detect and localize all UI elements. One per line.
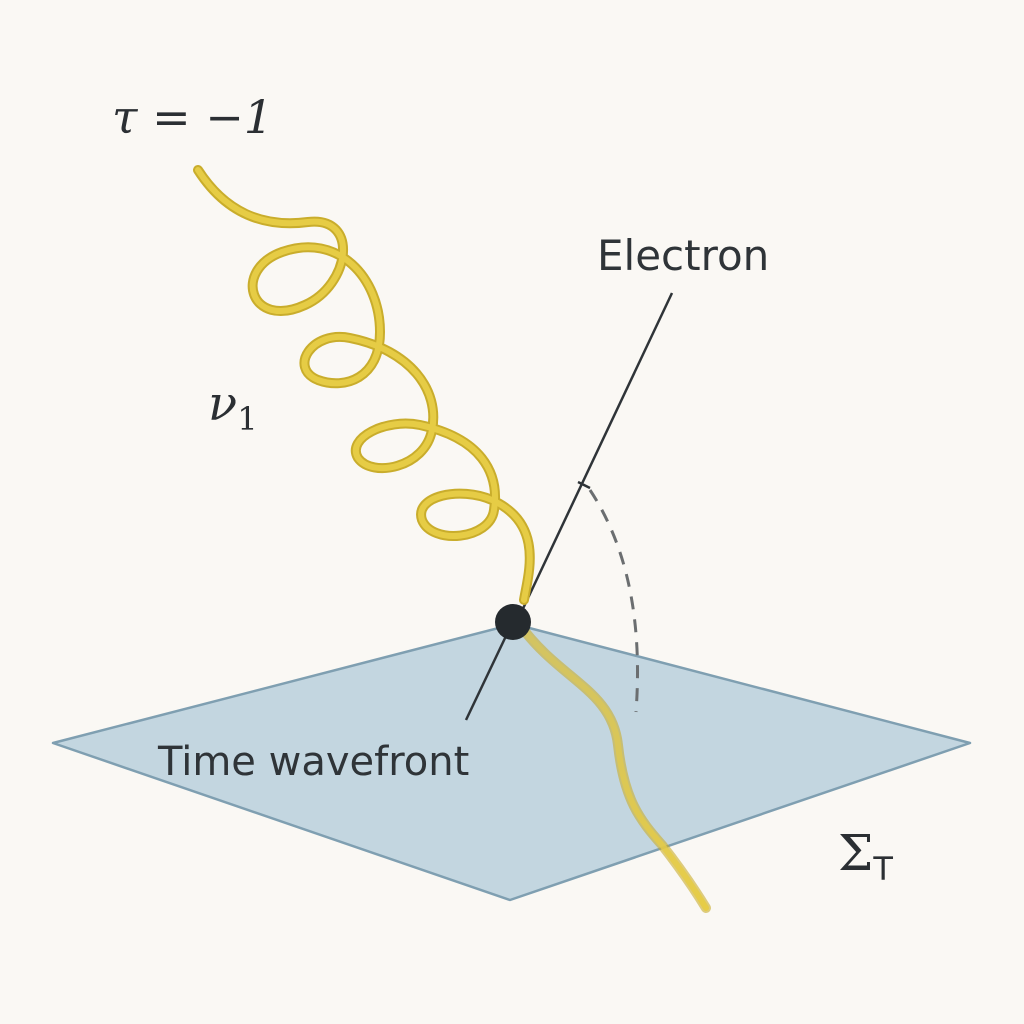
worldline-label-subscript: 1 — [237, 400, 257, 438]
event-dot-icon — [495, 604, 531, 640]
sigma-label: ΣT — [838, 824, 893, 888]
electron-label: Electron — [597, 231, 769, 280]
worldline-label: ν1 — [208, 376, 258, 438]
wavefront-pointer-line — [464, 635, 508, 721]
angle-arc-dashed — [588, 489, 639, 713]
helical-worldline — [193, 165, 535, 605]
time-wavefront-plane — [51, 622, 972, 902]
electron-angle-tick — [577, 480, 591, 490]
electron-line — [518, 292, 674, 616]
helical-worldline-core — [195, 167, 533, 603]
tau-label: τ = −1 — [112, 90, 273, 144]
sigma-label-main: Σ — [838, 824, 873, 882]
time-wavefront-label: Time wavefront — [157, 739, 469, 785]
worldline-label-main: ν — [208, 376, 237, 432]
sigma-label-subscript: T — [872, 850, 893, 888]
worldline-through-plane-core — [517, 622, 709, 911]
